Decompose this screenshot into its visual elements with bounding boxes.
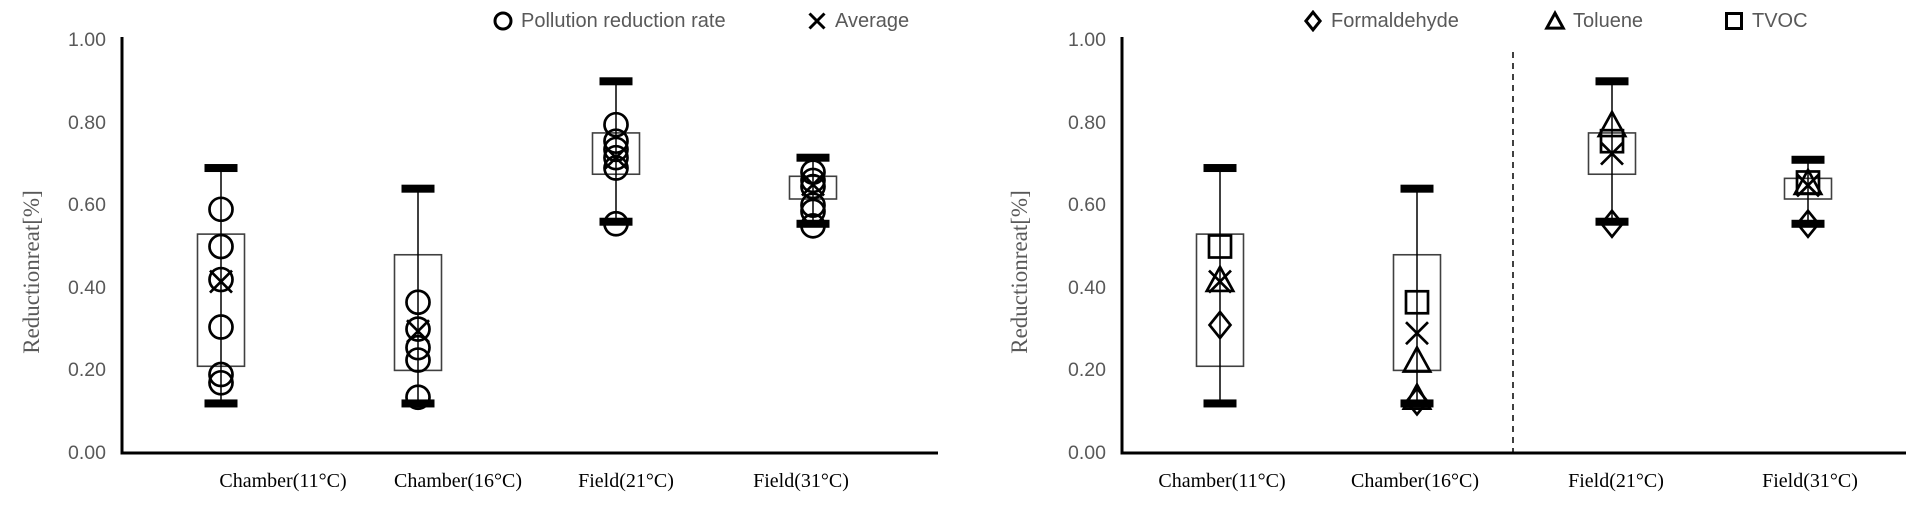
legend-label: TVOC [1752,9,1808,32]
plot-area [120,37,938,455]
marker-square [1207,234,1233,259]
whisker-cap-top [204,164,238,173]
y-tick-label: 0.20 [68,359,106,382]
y-tick-label: 0.00 [68,442,106,464]
marker-circle [603,210,629,237]
y-tick-label: 0.00 [1068,442,1106,464]
marker-circle [800,198,826,225]
marker-circle [603,111,629,138]
x-category-label: Field(31°C) [1762,470,1858,492]
marker-diamond [1795,208,1821,239]
marker-circle [603,136,629,163]
marker-triangle [1544,10,1566,30]
legend-item-circle: Pollution reduction rate [492,8,726,34]
marker-square [1725,12,1743,30]
x-category-label: Chamber(16°C) [394,470,522,492]
y-tick-label: 0.40 [1068,276,1106,299]
x-category-label: Field(21°C) [578,470,674,492]
whisker-cap-bottom [1595,217,1629,226]
marker-triangle [1204,264,1236,293]
marker-circle [493,11,513,31]
marker-x [808,12,826,30]
marker-x [1600,141,1624,166]
plot-area [1120,37,1906,455]
marker-square [1404,289,1430,315]
whisker-cap-top [599,77,633,86]
x-category-label: Chamber(11°C) [1158,470,1286,492]
y-tick-label: 0.60 [1068,194,1106,217]
chart-pollution-reduction: Reductionreat[%] Pollution reduction rat… [0,0,956,522]
legend-label: Toluene [1573,9,1644,32]
y-tick-label: 0.40 [68,276,106,299]
x-category-label: Chamber(16°C) [1351,470,1479,492]
square-legend-icon [1725,12,1743,30]
marker-circle [208,369,234,396]
marker-circle [208,314,234,340]
whisker-cap-top [1595,77,1629,86]
marker-circle [208,233,234,260]
marker-circle [603,128,629,155]
triangle-legend-icon [1544,10,1566,30]
y-tick-label: 0.80 [1068,111,1106,134]
circle-legend-icon [493,11,513,31]
whisker-cap-top [401,184,435,193]
legend-item-diamond: Formaldehyde [1302,8,1459,34]
marker-circle [208,361,234,388]
marker-diamond [1599,208,1625,239]
marker-x [801,172,825,197]
marker-triangle [1596,109,1628,138]
whisker-cap-top [796,153,830,162]
x-legend-icon [808,12,826,30]
legend-item-square: TVOC [1723,8,1808,34]
x-category-label: Field(21°C) [1568,470,1664,492]
marker-square [1795,170,1821,195]
y-tick-label: 1.00 [68,29,106,51]
y-tick-label: 0.20 [1068,359,1106,382]
whisker-cap-bottom [599,217,633,226]
marker-circle [208,196,234,223]
whisker-cap-top [1400,184,1434,193]
marker-x [1405,321,1429,346]
y-tick-label: 0.60 [68,194,106,217]
marker-x [209,269,233,294]
marker-x [1796,173,1820,198]
legend-label: Formaldehyde [1331,9,1459,32]
marker-circle [405,316,431,342]
marker-circle [405,334,431,361]
legend-label: Pollution reduction rate [521,9,726,32]
marker-x [1208,269,1232,294]
x-category-label: Field(31°C) [753,470,849,492]
marker-circle [208,266,234,293]
marker-circle [800,192,826,219]
marker-circle [405,384,431,411]
whisker-cap-bottom [1791,219,1825,228]
y-tick-label: 1.00 [1068,29,1106,51]
marker-circle [800,213,826,239]
marker-circle [800,167,826,194]
legend-item-triangle: Toluene [1544,8,1643,34]
whisker-cap-bottom [1203,399,1237,408]
marker-x [406,319,430,344]
chart-pollutant-species: Reductionreat[%] Formaldehyde Toluene TVOC… [956,0,1913,522]
whisker-cap-bottom [204,399,238,408]
marker-diamond [1207,309,1233,341]
marker-circle [405,289,431,316]
marker-triangle [1401,344,1433,373]
marker-circle [405,347,431,373]
marker-circle [800,173,826,200]
legend-label: Average [835,9,910,32]
diamond-legend-icon [1303,10,1323,32]
marker-diamond [1303,10,1323,32]
x-category-label: Chamber(11°C) [219,470,347,492]
whisker-cap-bottom [1400,399,1434,408]
legend-item-x: Average [806,8,909,34]
y-tick-label: 0.80 [68,111,106,134]
marker-x [604,145,628,170]
whisker-cap-top [1203,164,1237,173]
marker-circle [603,144,629,171]
marker-triangle [1401,381,1433,410]
whisker-cap-top [1791,155,1825,164]
whisker-cap-bottom [401,399,435,408]
